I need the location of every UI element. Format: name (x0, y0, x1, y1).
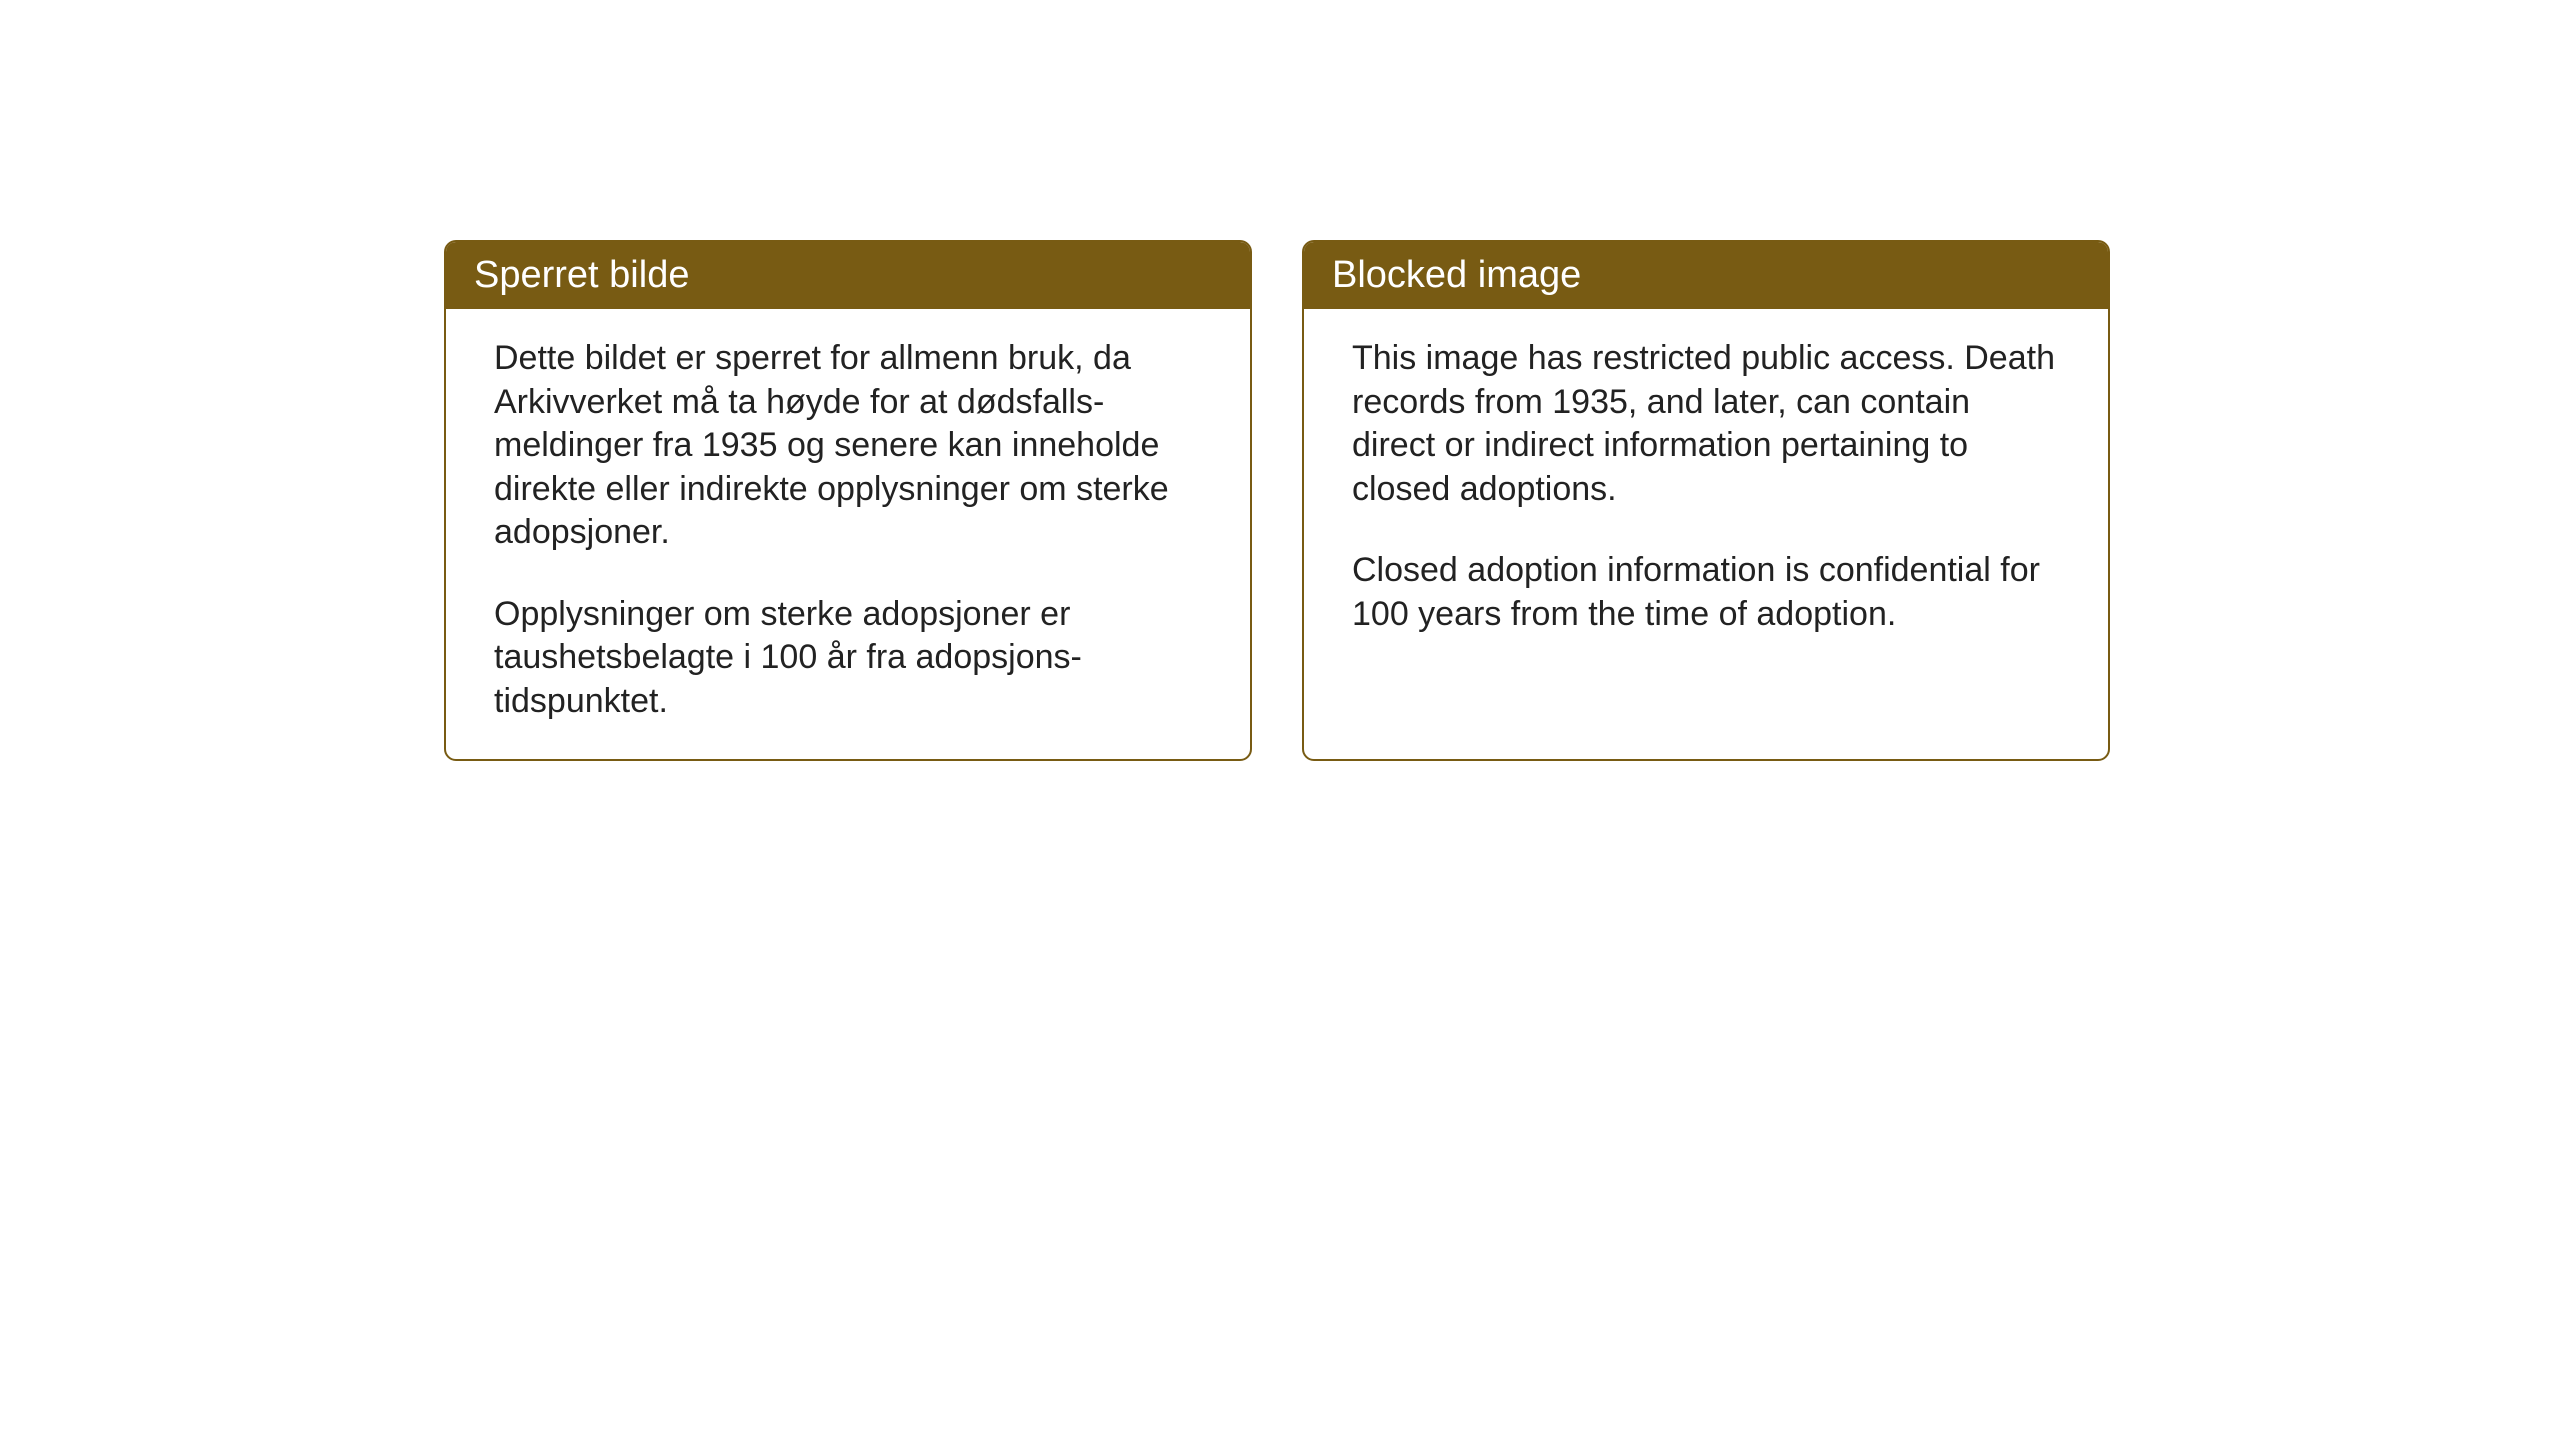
card-paragraph-norwegian-2: Opplysninger om sterke adopsjoner er tau… (494, 593, 1202, 724)
card-title-norwegian: Sperret bilde (474, 254, 689, 296)
notice-card-norwegian: Sperret bilde Dette bildet er sperret fo… (444, 240, 1252, 761)
card-paragraph-norwegian-1: Dette bildet er sperret for allmenn bruk… (494, 337, 1202, 555)
card-paragraph-english-1: This image has restricted public access.… (1352, 337, 2060, 511)
card-title-english: Blocked image (1332, 254, 1581, 296)
card-header-norwegian: Sperret bilde (446, 242, 1250, 309)
card-header-english: Blocked image (1304, 242, 2108, 309)
card-body-english: This image has restricted public access.… (1304, 309, 2108, 672)
card-paragraph-english-2: Closed adoption information is confident… (1352, 549, 2060, 636)
notice-card-english: Blocked image This image has restricted … (1302, 240, 2110, 761)
card-body-norwegian: Dette bildet er sperret for allmenn bruk… (446, 309, 1250, 759)
notice-container: Sperret bilde Dette bildet er sperret fo… (444, 240, 2110, 761)
